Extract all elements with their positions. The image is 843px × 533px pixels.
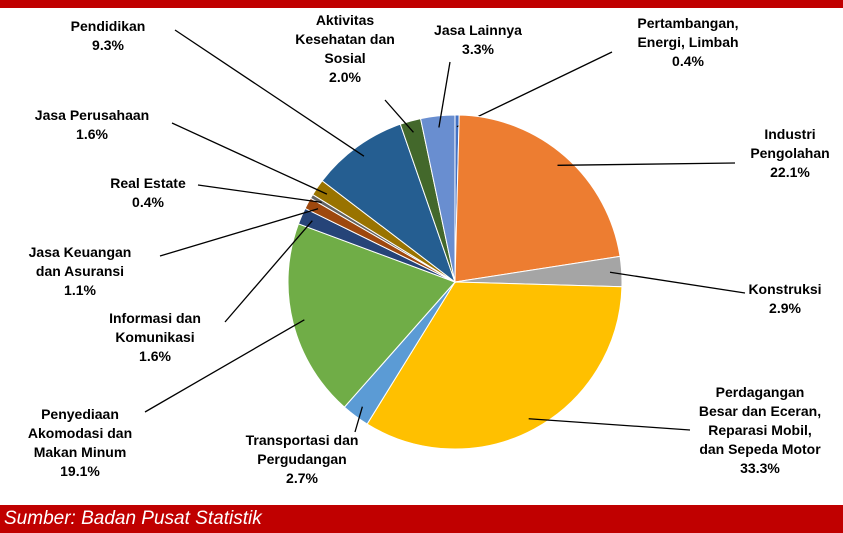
slice-label: Informasi dan Komunikasi 1.6% xyxy=(55,309,255,366)
leader-line xyxy=(224,220,313,323)
slice-label: Penyediaan Akomodasi dan Makan Minum 19.1… xyxy=(0,405,180,481)
category-label: Real Estate xyxy=(110,175,186,191)
pie-slice xyxy=(454,114,621,283)
leader-line xyxy=(456,51,613,128)
category-label: Jasa Lainnya xyxy=(434,22,522,38)
slice-label: Real Estate 0.4% xyxy=(48,174,248,212)
slice-label: Transportasi dan Pergudangan 2.7% xyxy=(202,431,402,488)
leader-line xyxy=(384,99,414,133)
category-label: Industri Pengolahan xyxy=(750,126,830,161)
pie-slice xyxy=(366,281,623,450)
slice-label: Aktivitas Kesehatan dan Sosial 2.0% xyxy=(245,11,445,87)
category-label: Jasa Keuangan dan Asuransi xyxy=(28,244,132,279)
slice-label: Konstruksi 2.9% xyxy=(685,280,843,318)
value-label: 1.1% xyxy=(64,282,96,298)
leader-line xyxy=(557,162,736,166)
slice-label: Jasa Keuangan dan Asuransi 1.1% xyxy=(0,243,180,300)
leader-line xyxy=(159,208,319,257)
leader-line xyxy=(354,406,363,433)
leader-line xyxy=(528,418,691,431)
source: Sumber: Badan Pusat Statistik xyxy=(0,505,843,533)
category-label: Penyediaan Akomodasi dan Makan Minum xyxy=(27,406,133,460)
value-label: 1.6% xyxy=(76,126,108,142)
value-label: 9.3% xyxy=(92,37,124,53)
leader-line xyxy=(144,319,305,413)
value-label: 0.4% xyxy=(672,53,704,69)
value-label: 22.1% xyxy=(770,164,810,180)
value-label: 19.1% xyxy=(60,463,100,479)
header-bar xyxy=(0,0,843,8)
category-label: Perdagangan Besar dan Eceran, Reparasi M… xyxy=(698,384,822,457)
leader-line xyxy=(171,122,328,195)
category-label: Transportasi dan Pergudangan xyxy=(245,432,359,467)
value-label: 2.0% xyxy=(329,69,361,85)
value-label: 2.9% xyxy=(769,300,801,316)
value-label: 3.3% xyxy=(462,41,494,57)
slice-label: Pendidikan 9.3% xyxy=(8,17,208,55)
category-label: Aktivitas Kesehatan dan Sosial xyxy=(295,12,395,66)
slice-label: Jasa Lainnya 3.3% xyxy=(378,21,578,59)
value-label: 2.7% xyxy=(286,470,318,486)
slice-label: Industri Pengolahan 22.1% xyxy=(690,125,843,182)
leader-line xyxy=(174,29,365,157)
leader-line xyxy=(609,271,746,294)
pie-slice xyxy=(419,114,456,283)
category-label: Pendidikan xyxy=(70,18,146,34)
category-label: Konstruksi xyxy=(748,281,822,297)
chart xyxy=(144,29,746,450)
category-label: Jasa Perusahaan xyxy=(34,107,150,123)
slice-label: Perdagangan Besar dan Eceran, Reparasi M… xyxy=(660,383,843,478)
value-label: 33.3% xyxy=(740,460,780,476)
leader-line xyxy=(438,61,451,128)
value-label: 1.6% xyxy=(139,348,171,364)
pie-slice xyxy=(321,123,457,284)
slice-label: Pertambangan, Energi, Limbah 0.4% xyxy=(588,14,788,71)
category-label: Informasi dan Komunikasi xyxy=(109,310,201,345)
slice-label: Jasa Perusahaan 1.6% xyxy=(0,106,192,144)
value-label: 0.4% xyxy=(132,194,164,210)
leader-line xyxy=(197,184,322,204)
category-label: Pertambangan, Energi, Limbah xyxy=(637,15,739,50)
